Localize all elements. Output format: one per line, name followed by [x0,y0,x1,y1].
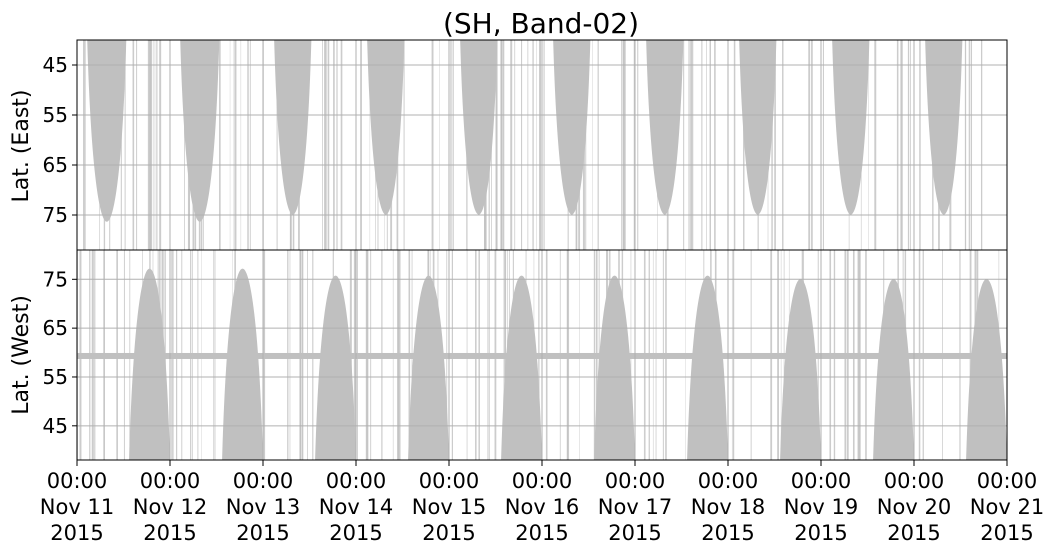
x-tick-date: Nov 19 [784,495,858,519]
coverage-arch [501,275,542,460]
x-tick-date: Nov 16 [505,495,579,519]
x-tick-time: 00:00 [419,469,480,493]
x-tick-time: 00:00 [977,469,1038,493]
x-tick-date: Nov 12 [133,495,207,519]
x-tick-date: Nov 13 [226,495,300,519]
y-tick-label: 55 [43,103,68,127]
y-tick-label: 45 [43,414,68,438]
chart-title: (SH, Band-02) [443,7,639,40]
coverage-arch [460,40,498,215]
coverage-arch [832,40,870,215]
coverage-arch [180,40,220,222]
west-panel: 45 55 65 75 [43,249,1008,461]
y-tick-label: 45 [43,53,68,77]
x-tick-year: 2015 [236,521,289,545]
coverage-arch [274,40,312,215]
x-tick-time: 00:00 [140,469,201,493]
y-tick-label: 65 [43,153,68,177]
x-tick-time: 00:00 [698,469,759,493]
x-tick-date: Nov 17 [598,495,672,519]
y-tick-label: 65 [43,316,68,340]
y-tick-label: 55 [43,365,68,389]
x-tick-time: 00:00 [605,469,666,493]
x-tick-time: 00:00 [512,469,573,493]
coverage-arch [594,275,635,460]
x-tick-year: 2015 [329,521,382,545]
coverage-arch [780,279,821,460]
x-tick-date: Nov 18 [691,495,765,519]
x-tick-year: 2015 [50,521,103,545]
y-tick-label: 75 [43,203,68,227]
y-tick-label: 75 [43,267,68,291]
coverage-arch [966,279,1007,460]
x-tick-date: Nov 14 [319,495,393,519]
east-y-axis-label: Lat. (East) [9,90,34,203]
coverage-arch [553,40,591,215]
east-panel: 45 55 65 75 [43,39,1008,251]
coverage-arch [408,275,449,460]
coverage-arch [367,40,405,215]
x-tick-year: 2015 [608,521,661,545]
x-tick-date: Nov 21 [970,495,1044,519]
coverage-arch [87,40,127,222]
x-tick-time: 00:00 [233,469,294,493]
coverage-arch [222,268,263,460]
coverage-arch [315,275,356,460]
coverage-arch [646,40,684,215]
x-tick-year: 2015 [887,521,940,545]
x-tick-year: 2015 [794,521,847,545]
coverage-arch [129,268,170,460]
x-tick-date: Nov 15 [412,495,486,519]
x-tick-date: Nov 11 [40,495,114,519]
x-tick-year: 2015 [701,521,754,545]
x-tick-year: 2015 [143,521,196,545]
x-tick-year: 2015 [422,521,475,545]
x-tick-date: Nov 20 [877,495,951,519]
coverage-arch [687,275,728,460]
coverage-arch [739,40,777,215]
coverage-arch [873,279,914,460]
x-tick-time: 00:00 [47,469,108,493]
coverage-arch [925,40,963,215]
x-tick-year: 2015 [980,521,1033,545]
x-tick-time: 00:00 [884,469,945,493]
x-tick-time: 00:00 [326,469,387,493]
west-y-axis-label: Lat. (West) [9,295,34,415]
x-tick-year: 2015 [515,521,568,545]
x-tick-time: 00:00 [791,469,852,493]
